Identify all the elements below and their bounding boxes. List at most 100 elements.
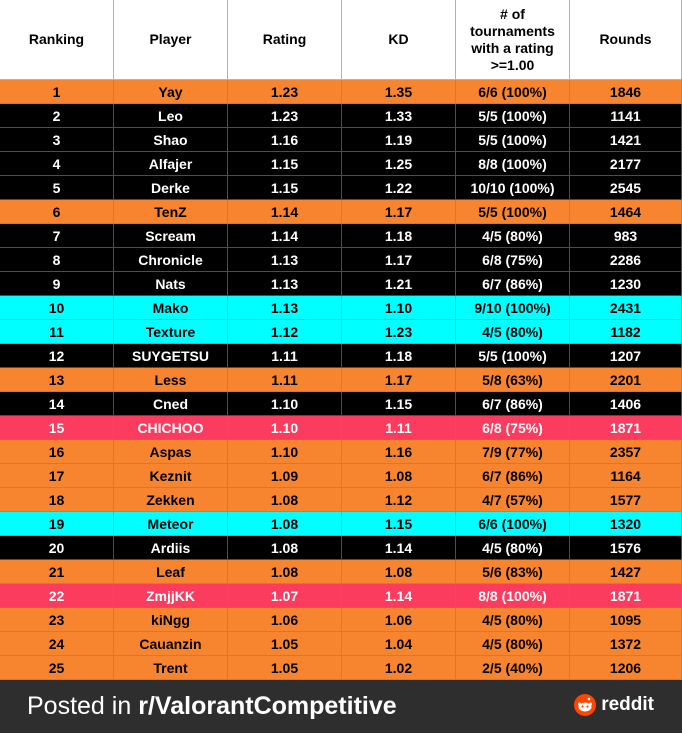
table-cell: 1141	[570, 104, 682, 128]
table-cell: Texture	[114, 320, 228, 344]
table-cell: Derke	[114, 176, 228, 200]
table-cell: 1.09	[228, 464, 342, 488]
table-cell: 1.12	[342, 488, 456, 512]
table-cell: 1.17	[342, 200, 456, 224]
table-row: 13 Less 1.11 1.17 5/8 (63%) 2201	[0, 368, 682, 392]
table-cell: 9/10 (100%)	[456, 296, 570, 320]
table-cell: 5/5 (100%)	[456, 200, 570, 224]
table-cell: Yay	[114, 80, 228, 104]
table-cell: 1.15	[342, 392, 456, 416]
table-cell: SUYGETSU	[114, 344, 228, 368]
table-cell: 5/8 (63%)	[456, 368, 570, 392]
table-cell: kiNgg	[114, 608, 228, 632]
table-cell: Less	[114, 368, 228, 392]
table-cell: 2431	[570, 296, 682, 320]
table-cell: 6/6 (100%)	[456, 80, 570, 104]
table-cell: 1.15	[228, 176, 342, 200]
table-cell: Aspas	[114, 440, 228, 464]
table-cell: 15	[0, 416, 114, 440]
table-row: 21 Leaf 1.08 1.08 5/6 (83%) 1427	[0, 560, 682, 584]
table-row: 7 Scream 1.14 1.18 4/5 (80%) 983	[0, 224, 682, 248]
table-cell: 1.12	[228, 320, 342, 344]
table-cell: 1.07	[228, 584, 342, 608]
table-cell: 2201	[570, 368, 682, 392]
table-row: 6 TenZ 1.14 1.17 5/5 (100%) 1464	[0, 200, 682, 224]
table-cell: 8	[0, 248, 114, 272]
table-cell: Chronicle	[114, 248, 228, 272]
table-row: 8 Chronicle 1.13 1.17 6/8 (75%) 2286	[0, 248, 682, 272]
table-cell: 4	[0, 152, 114, 176]
table-cell: 1427	[570, 560, 682, 584]
table-cell: Leaf	[114, 560, 228, 584]
table-row: 5 Derke 1.15 1.22 10/10 (100%) 2545	[0, 176, 682, 200]
table-cell: Cned	[114, 392, 228, 416]
table-row: 25 Trent 1.05 1.02 2/5 (40%) 1206	[0, 656, 682, 680]
footer-prefix: Posted in	[27, 692, 132, 720]
table-cell: 1.10	[228, 440, 342, 464]
table-row: 23 kiNgg 1.06 1.06 4/5 (80%) 1095	[0, 608, 682, 632]
table-cell: 1	[0, 80, 114, 104]
table-cell: 983	[570, 224, 682, 248]
table-row: 10 Mako 1.13 1.10 9/10 (100%) 2431	[0, 296, 682, 320]
table-cell: 1.10	[228, 416, 342, 440]
table-cell: 1.17	[342, 368, 456, 392]
table-cell: 1.16	[228, 128, 342, 152]
table-cell: 19	[0, 512, 114, 536]
table-cell: 1.08	[342, 464, 456, 488]
table-cell: 4/7 (57%)	[456, 488, 570, 512]
table-cell: 5/5 (100%)	[456, 128, 570, 152]
table-row: 11 Texture 1.12 1.23 4/5 (80%) 1182	[0, 320, 682, 344]
header-cell: # of tournaments with a rating >=1.00	[456, 0, 570, 80]
table-cell: 1.13	[228, 248, 342, 272]
table-cell: TenZ	[114, 200, 228, 224]
table-cell: 1.18	[342, 344, 456, 368]
table-cell: 10	[0, 296, 114, 320]
table-cell: 5/5 (100%)	[456, 104, 570, 128]
table-cell: Meteor	[114, 512, 228, 536]
table-cell: 1.23	[228, 104, 342, 128]
table-cell: 1.14	[228, 224, 342, 248]
table-cell: Leo	[114, 104, 228, 128]
table-cell: 4/5 (80%)	[456, 320, 570, 344]
table-cell: 7/9 (77%)	[456, 440, 570, 464]
table-cell: 1.25	[342, 152, 456, 176]
table-cell: 1.10	[228, 392, 342, 416]
table-row: 16 Aspas 1.10 1.16 7/9 (77%) 2357	[0, 440, 682, 464]
table-cell: 18	[0, 488, 114, 512]
table-cell: 1871	[570, 584, 682, 608]
table-cell: 1.02	[342, 656, 456, 680]
table-cell: 2286	[570, 248, 682, 272]
table-cell: 1.18	[342, 224, 456, 248]
table-cell: 21	[0, 560, 114, 584]
table-cell: 1.13	[228, 272, 342, 296]
table-cell: 1230	[570, 272, 682, 296]
table-cell: 6/7 (86%)	[456, 392, 570, 416]
table-cell: 6/8 (75%)	[456, 416, 570, 440]
ranking-table: Ranking Player Rating KD # of tournaments wi…	[0, 0, 682, 680]
table-row: 24 Cauanzin 1.05 1.04 4/5 (80%) 1372	[0, 632, 682, 656]
table-cell: 4/5 (80%)	[456, 632, 570, 656]
subreddit[interactable]: r/ValorantCompetitive	[138, 692, 397, 720]
table-cell: 1.22	[342, 176, 456, 200]
table-cell: 1.35	[342, 80, 456, 104]
table-cell: 2545	[570, 176, 682, 200]
table-cell: Trent	[114, 656, 228, 680]
table-row: 15 CHICHOO 1.10 1.11 6/8 (75%) 1871	[0, 416, 682, 440]
table-cell: 1164	[570, 464, 682, 488]
table-cell: Keznit	[114, 464, 228, 488]
header-cell: Rating	[228, 0, 342, 80]
table-cell: 11	[0, 320, 114, 344]
table-row: 3 Shao 1.16 1.19 5/5 (100%) 1421	[0, 128, 682, 152]
header-cell: Ranking	[0, 0, 114, 80]
table-cell: Cauanzin	[114, 632, 228, 656]
table-cell: 1.23	[228, 80, 342, 104]
table-cell: 1.08	[342, 560, 456, 584]
table-cell: 10/10 (100%)	[456, 176, 570, 200]
table-cell: 4/5 (80%)	[456, 224, 570, 248]
table-cell: 1.14	[342, 536, 456, 560]
header-row: Ranking Player Rating KD # of tournaments wi…	[0, 0, 682, 80]
table-cell: 1871	[570, 416, 682, 440]
table-cell: 23	[0, 608, 114, 632]
table-cell: CHICHOO	[114, 416, 228, 440]
table-cell: Mako	[114, 296, 228, 320]
